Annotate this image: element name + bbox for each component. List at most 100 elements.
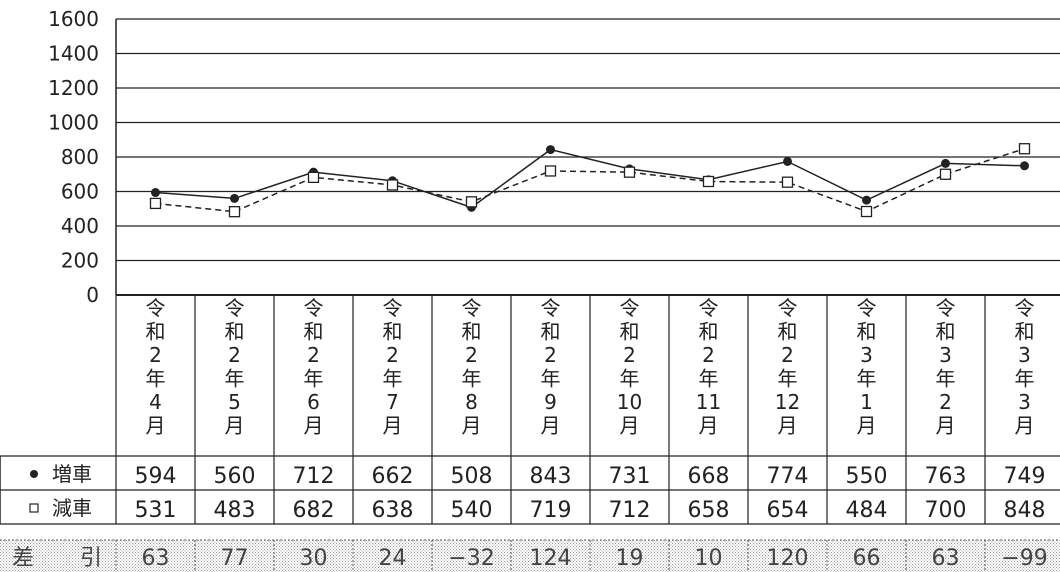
- category-char: 4: [149, 390, 162, 414]
- data-cell: 763: [925, 464, 967, 489]
- category-char: 月: [146, 414, 166, 438]
- category-char: 令: [857, 296, 877, 320]
- category-char: 年: [936, 367, 956, 391]
- data-cell: 654: [767, 498, 809, 523]
- category-char: 月: [699, 414, 719, 438]
- data-cell: 508: [451, 464, 493, 489]
- legend-marker-filled-circle: [30, 470, 38, 478]
- difference-cell: 19: [616, 546, 644, 571]
- data-cell: 560: [214, 464, 256, 489]
- category-char: 月: [936, 414, 956, 438]
- category-char: 2: [781, 343, 794, 367]
- category-char: 令: [1015, 296, 1035, 320]
- category-char: 2: [386, 343, 399, 367]
- category-char: 和: [857, 320, 877, 344]
- category-char: 和: [541, 320, 561, 344]
- category-char: 令: [541, 296, 561, 320]
- data-cell: 531: [135, 498, 177, 523]
- difference-cell: −32: [448, 546, 494, 571]
- category-char: 月: [620, 414, 640, 438]
- point-marker-open-square: [623, 166, 636, 178]
- difference-cell: 10: [695, 546, 723, 571]
- category-char: 月: [1015, 414, 1035, 438]
- category-char: 5: [228, 390, 241, 414]
- category-char: 2: [702, 343, 715, 367]
- category-char: 9: [544, 390, 557, 414]
- category-char: 2: [544, 343, 557, 367]
- category-char: 12: [775, 390, 800, 414]
- point-marker-filled: [546, 145, 555, 155]
- data-cell: 594: [135, 464, 177, 489]
- series-line-1: [155, 148, 1025, 209]
- point-marker-open-square: [860, 205, 873, 218]
- difference-cell: 124: [530, 546, 572, 571]
- category-char: 令: [699, 296, 719, 320]
- category-char: 2: [149, 343, 162, 367]
- category-char: 和: [1015, 320, 1035, 344]
- point-marker-open-square: [781, 176, 794, 188]
- point-marker-open-square: [386, 179, 399, 191]
- y-tick-label: 800: [61, 145, 99, 169]
- series-name: 増車: [52, 462, 92, 486]
- category-char: 和: [383, 320, 403, 344]
- category-char: 11: [696, 390, 721, 414]
- point-marker-filled: [941, 158, 950, 168]
- data-cell: 483: [214, 498, 256, 523]
- point-marker-open-square: [465, 196, 478, 208]
- data-cell: 749: [1004, 464, 1046, 489]
- difference-label-left: 差: [12, 546, 34, 571]
- category-char: 和: [936, 320, 956, 344]
- legend-marker-open-square: [29, 503, 39, 513]
- difference-cell: 63: [932, 546, 960, 571]
- difference-cell: 63: [142, 546, 170, 571]
- category-char: 月: [857, 414, 877, 438]
- category-char: 8: [465, 390, 478, 414]
- difference-label-right: 引: [80, 546, 102, 571]
- difference-row-bg: [0, 540, 1060, 572]
- data-cell: 484: [846, 498, 888, 523]
- y-tick-label: 0: [86, 283, 99, 307]
- difference-cell: 77: [221, 546, 249, 571]
- point-marker-filled: [783, 156, 792, 166]
- y-tick-label: 600: [61, 180, 99, 204]
- category-char: 6: [307, 390, 320, 414]
- category-char: 年: [699, 367, 719, 391]
- category-char: 年: [620, 367, 640, 391]
- data-cell: 731: [609, 464, 651, 489]
- data-cell: 700: [925, 498, 967, 523]
- category-char: 2: [228, 343, 241, 367]
- point-marker-open-square: [544, 165, 557, 177]
- category-char: 和: [462, 320, 482, 344]
- category-char: 年: [541, 367, 561, 391]
- category-char: 和: [304, 320, 324, 344]
- category-char: 年: [462, 367, 482, 391]
- data-cell: 638: [372, 498, 414, 523]
- data-cell: 774: [767, 464, 809, 489]
- category-char: 月: [304, 414, 324, 438]
- category-char: 月: [541, 414, 561, 438]
- point-marker-open-square: [149, 197, 162, 210]
- category-char: 和: [225, 320, 245, 344]
- category-char: 令: [383, 296, 403, 320]
- difference-cell: 66: [853, 546, 881, 571]
- category-char: 2: [623, 343, 636, 367]
- category-char: 和: [620, 320, 640, 344]
- category-char: 3: [1018, 343, 1031, 367]
- category-char: 月: [462, 414, 482, 438]
- series-line-2: [155, 148, 1025, 213]
- data-cell: 848: [1004, 498, 1046, 523]
- data-cell: 540: [451, 498, 493, 523]
- y-tick-label: 1200: [48, 76, 99, 100]
- category-char: 3: [1018, 390, 1031, 414]
- category-char: 令: [462, 296, 482, 320]
